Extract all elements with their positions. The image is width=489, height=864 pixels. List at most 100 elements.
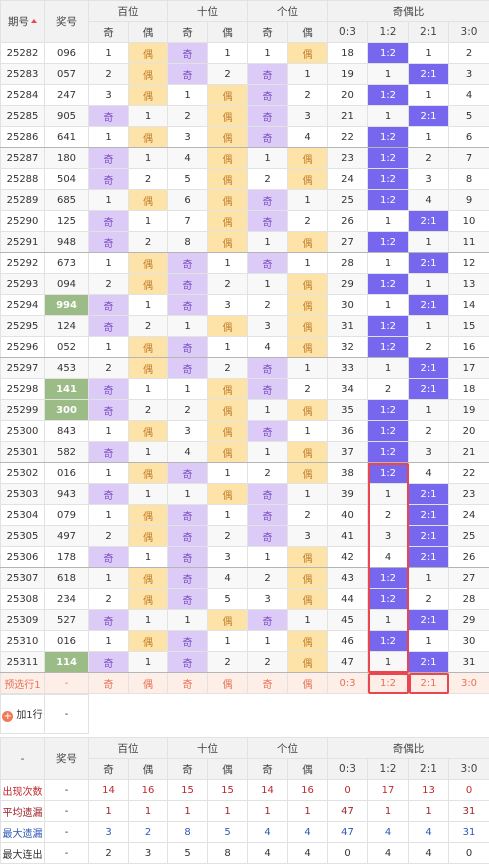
- highlight-box: [368, 673, 409, 694]
- stat-value: 16: [129, 780, 168, 801]
- miss-count: 3: [449, 64, 489, 85]
- miss-count: 2: [208, 64, 248, 85]
- miss-count: 1: [409, 274, 449, 295]
- issue: 25303: [1, 484, 45, 505]
- miss-count: 1: [168, 484, 208, 505]
- miss-count: 5: [208, 589, 248, 610]
- hit-cell: 奇: [89, 379, 129, 400]
- issue: 25298: [1, 379, 45, 400]
- miss-count: 30: [328, 295, 368, 316]
- miss-count: 1: [208, 631, 248, 652]
- miss-count: 2: [129, 400, 168, 421]
- hit-cell: 2:1: [409, 358, 449, 379]
- hit-cell: 偶: [288, 631, 328, 652]
- hit-cell: 2:1: [409, 526, 449, 547]
- miss-count: 1: [129, 148, 168, 169]
- hit-cell: 偶: [208, 610, 248, 631]
- add-row-button[interactable]: +加1行: [1, 695, 45, 734]
- hit-cell: 奇: [168, 253, 208, 274]
- number: 234: [45, 589, 89, 610]
- miss-count: 1: [208, 337, 248, 358]
- hit-cell: 奇: [89, 169, 129, 190]
- miss-count: 21: [449, 442, 489, 463]
- sub-header: 3:0: [449, 22, 489, 43]
- miss-count: 1: [168, 610, 208, 631]
- miss-count: 4: [248, 337, 288, 358]
- issue: 25302: [1, 463, 45, 484]
- miss-count: 1: [89, 421, 129, 442]
- stat-value: 1: [168, 801, 208, 822]
- number: 504: [45, 169, 89, 190]
- miss-count: 3: [168, 127, 208, 148]
- miss-count: 2: [248, 463, 288, 484]
- miss-count: 1: [288, 421, 328, 442]
- stat-value: 5: [168, 843, 208, 864]
- miss-count: 26: [449, 547, 489, 568]
- miss-count: 33: [328, 358, 368, 379]
- miss-count: 18: [449, 379, 489, 400]
- stat-value: 3: [89, 822, 129, 843]
- hit-cell: 奇: [248, 106, 288, 127]
- hit-cell: 偶: [288, 442, 328, 463]
- miss-count: 35: [328, 400, 368, 421]
- hit-cell: 偶: [288, 295, 328, 316]
- hit-cell: 偶: [208, 127, 248, 148]
- blank: [89, 695, 489, 734]
- miss-count: 3: [288, 526, 328, 547]
- hit-cell: 1:2: [368, 274, 409, 295]
- stat-value: 4: [368, 843, 409, 864]
- hit-cell: 1:2: [368, 127, 409, 148]
- hit-cell: 偶: [129, 358, 168, 379]
- stat-value: 1: [129, 801, 168, 822]
- miss-count: 4: [409, 190, 449, 211]
- miss-count: 29: [328, 274, 368, 295]
- stat-label: 最大连出: [1, 843, 45, 864]
- stat-value: 1: [288, 801, 328, 822]
- stat-value: 4: [409, 822, 449, 843]
- issue: 25284: [1, 85, 45, 106]
- miss-count: 4: [168, 442, 208, 463]
- hit-cell: 2:1: [409, 484, 449, 505]
- hit-cell: 偶: [208, 106, 248, 127]
- miss-count: 3: [208, 547, 248, 568]
- hit-cell: 奇: [168, 589, 208, 610]
- hit-cell: 奇: [168, 652, 208, 673]
- number: 016: [45, 463, 89, 484]
- hit-cell: 2:1: [409, 379, 449, 400]
- miss-count: 1: [409, 127, 449, 148]
- miss-count: 1: [288, 610, 328, 631]
- issue: 25308: [1, 589, 45, 610]
- sub-header: 偶: [129, 759, 168, 780]
- stat-value: 0: [449, 780, 489, 801]
- miss-count: 1: [288, 190, 328, 211]
- stat-value: 4: [409, 843, 449, 864]
- hit-cell: 奇: [89, 484, 129, 505]
- miss-count: 2: [449, 43, 489, 64]
- issue: 25293: [1, 274, 45, 295]
- hit-cell: 奇: [168, 295, 208, 316]
- miss-count: 14: [449, 295, 489, 316]
- sub-header: 奇: [248, 759, 288, 780]
- hit-cell: 奇: [89, 652, 129, 673]
- miss-count: 27: [328, 232, 368, 253]
- sub-header: 奇: [248, 22, 288, 43]
- preview-label: 预选行1: [1, 673, 45, 694]
- miss-count: 27: [449, 568, 489, 589]
- issue: 25288: [1, 169, 45, 190]
- number: 948: [45, 232, 89, 253]
- miss-count: 7: [449, 148, 489, 169]
- stat-value: 1: [208, 801, 248, 822]
- hit-cell: 奇: [168, 43, 208, 64]
- miss-count: 1: [409, 85, 449, 106]
- miss-count: 20: [328, 85, 368, 106]
- issue: 25286: [1, 127, 45, 148]
- group-header: 十位: [168, 738, 248, 759]
- issue: 25290: [1, 211, 45, 232]
- miss-count: 2: [409, 421, 449, 442]
- sub-header: 奇: [89, 759, 129, 780]
